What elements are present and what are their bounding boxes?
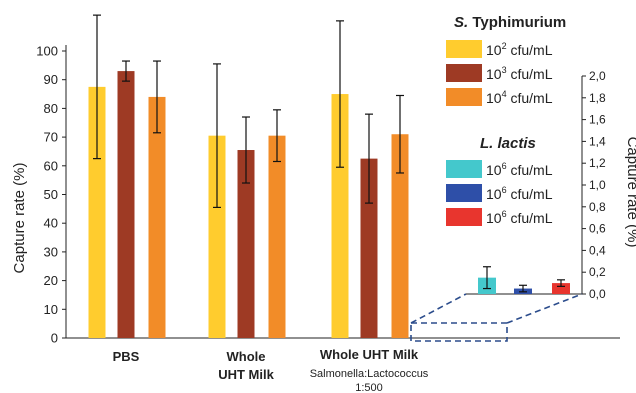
inset-y-tick-label: 1,8 [589, 91, 606, 105]
main-bars [88, 14, 409, 338]
bar [391, 134, 409, 338]
legend-lactis-swatch [446, 184, 482, 202]
inset-y-tick-label: 1,6 [589, 113, 606, 127]
left-y-axis-title: Capture rate (%) [11, 163, 28, 274]
inset-y-tick-label: 0,2 [589, 265, 606, 279]
legend-typhimurium-swatch [446, 64, 482, 82]
bar [331, 94, 349, 338]
zoom-indicator [410, 293, 583, 342]
category-label-mix-line2: Salmonella:Lactococcus [310, 368, 429, 380]
bar [117, 71, 135, 338]
y-tick-label: 20 [44, 273, 58, 288]
bar [148, 96, 166, 338]
y-tick-label: 100 [36, 44, 58, 59]
bar [360, 158, 378, 338]
y-tick-label: 30 [44, 244, 58, 259]
zoom-connector-left [410, 293, 467, 324]
y-tick-label: 50 [44, 187, 58, 202]
legend-lactis-label: 106 cfu/mL [486, 209, 553, 226]
legend-typhimurium-label: 104 cfu/mL [486, 89, 553, 106]
inset-bar [552, 283, 570, 294]
category-label-milk-line2: UHT Milk [218, 367, 274, 382]
zoom-connector-right [506, 293, 583, 324]
inset-y-tick-label: 0,8 [589, 200, 606, 214]
right-y-axis-title: Capture rate (%) [624, 137, 636, 248]
category-label-mix-line1: Whole UHT Milk [320, 347, 419, 362]
category-label-mix-line3: 1:500 [355, 382, 383, 393]
category-label-pbs: PBS [113, 349, 140, 364]
legend-heading-l-lactis: L. lactis [480, 135, 536, 152]
y-tick-label: 0 [51, 331, 58, 346]
y-tick-label: 80 [44, 101, 58, 116]
category-label-milk-line1: Whole [227, 349, 266, 364]
legend-heading-s-typhimurium: S. Typhimurium [454, 14, 566, 31]
legend-lactis-swatch [446, 208, 482, 226]
bar [208, 135, 226, 338]
legend-typhimurium-swatch [446, 88, 482, 106]
y-tick-label: 40 [44, 216, 58, 231]
inset-y-tick-label: 0,0 [589, 287, 606, 301]
y-tick-label: 60 [44, 158, 58, 173]
bar [268, 135, 286, 338]
bar [237, 150, 255, 338]
legend-typhimurium-label: 103 cfu/mL [486, 65, 553, 82]
legend-typhimurium-label: 102 cfu/mL [486, 41, 553, 58]
inset-y-tick-label: 0,6 [589, 222, 606, 236]
inset-y-tick-label: 1,2 [589, 156, 606, 170]
inset-y-tick-label: 0,4 [589, 243, 606, 257]
y-tick-label: 70 [44, 130, 58, 145]
inset-y-tick-label: 1,0 [589, 178, 606, 192]
legend-lactis-label: 106 cfu/mL [486, 185, 553, 202]
category-labels: PBS Whole UHT Milk Whole UHT Milk Salmon… [113, 347, 429, 393]
bar [88, 86, 106, 338]
inset-y-tick-label: 1,4 [589, 134, 606, 148]
inset-y-tick-label: 2,0 [589, 69, 606, 83]
legend-lactis-swatch [446, 160, 482, 178]
y-tick-label: 10 [44, 302, 58, 317]
legend: S. Typhimurium L. lactis 102 cfu/mL 103 c… [446, 14, 566, 226]
zoom-source-box [410, 322, 508, 342]
main-y-axis: 0 10 20 30 40 50 60 70 80 90 100 [36, 44, 620, 346]
inset-bars [478, 266, 570, 294]
legend-typhimurium-swatch [446, 40, 482, 58]
y-tick-label: 90 [44, 72, 58, 87]
legend-lactis-label: 106 cfu/mL [486, 161, 553, 178]
